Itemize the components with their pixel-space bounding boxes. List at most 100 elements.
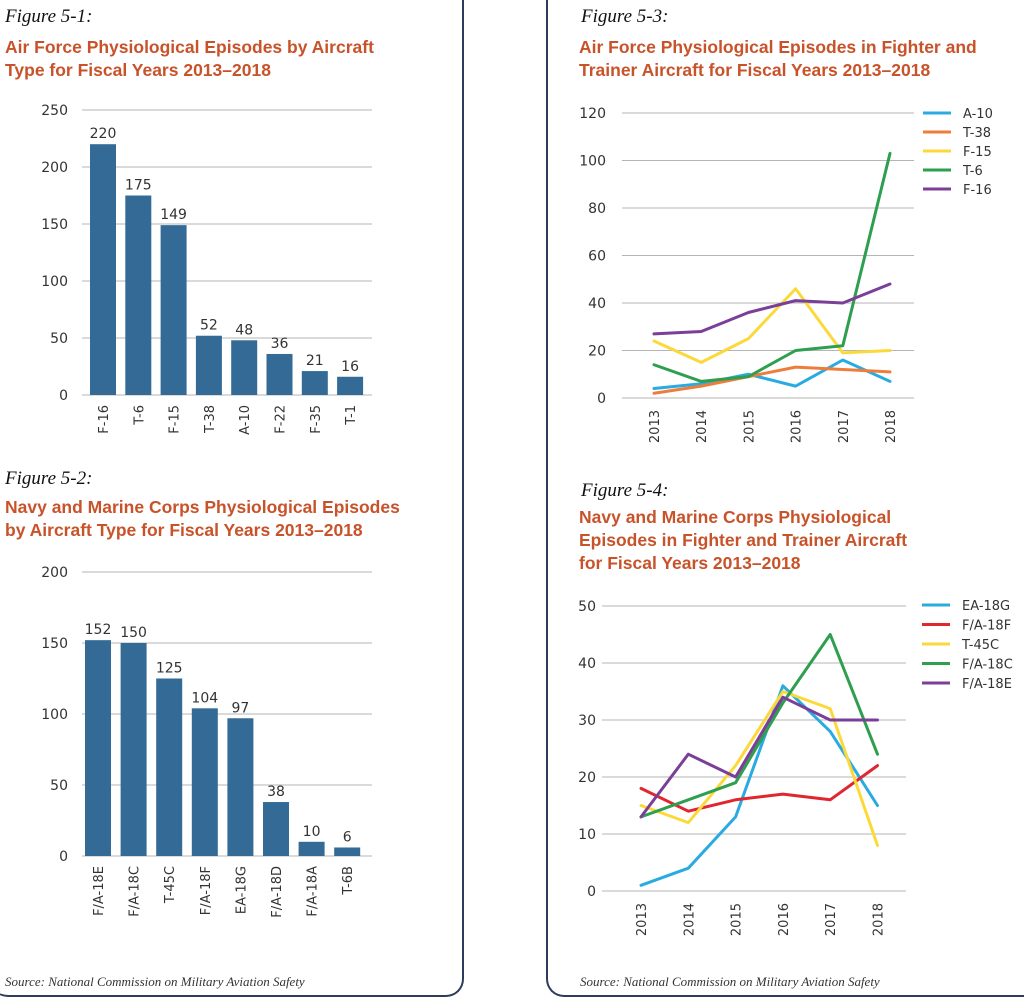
y-tick-label: 20 — [578, 770, 596, 786]
bar — [191, 708, 218, 856]
x-tick-label: T-1 — [344, 405, 359, 426]
x-tick-label: 2014 — [695, 410, 710, 443]
series-line — [652, 287, 892, 364]
figure-title-line2: Type for Fiscal Years 2013–2018 — [5, 60, 271, 80]
y-tick-label: 40 — [588, 296, 606, 312]
x-tick-label: T-6 — [132, 405, 147, 426]
legend-label: F/A-18F — [962, 619, 1011, 634]
bar — [120, 643, 147, 856]
x-tick-label: F/A-18A — [306, 866, 321, 917]
y-tick-label: 100 — [41, 707, 68, 723]
bar — [337, 376, 364, 395]
legend-label: T-6 — [962, 164, 983, 179]
x-tick-label: F/A-18F — [199, 866, 214, 915]
bar — [263, 802, 289, 856]
bar — [266, 353, 293, 395]
y-tick-label: 200 — [41, 160, 68, 176]
figure-5-4: Figure 5-4: Navy and Marine Corps Physio… — [578, 480, 1013, 936]
x-tick-label: T-45C — [163, 866, 178, 904]
left-column-border — [0, 0, 464, 997]
figure-5-1: Figure 5-1: Air Force Physiological Epis… — [0, 0, 460, 450]
bar — [125, 195, 152, 395]
bar-chart-plot: 0 50 100 150 200 250 220 F-16 175 T-6 149 F-15 52 T-3… — [41, 103, 372, 435]
line-chart-plot: 0 10 20 30 40 50 2013 2014 2015 2016 2017 2018 EA-18… — [578, 599, 1013, 936]
source-note-left: Source: National Commission on Military … — [5, 974, 305, 989]
y-tick-label: 50 — [50, 778, 68, 794]
data-label: 104 — [191, 690, 218, 706]
x-tick-label: F/A-18C — [128, 866, 143, 917]
right-column-border — [546, 0, 1024, 997]
data-label: 16 — [341, 359, 359, 375]
bar — [301, 371, 328, 395]
y-tick-label: 100 — [579, 154, 606, 170]
x-tick-label: T-38 — [203, 405, 218, 434]
figure-5-3: Figure 5-3: Air Force Physiological Epis… — [0, 0, 1024, 460]
x-tick-label: F-15 — [168, 405, 183, 434]
x-tick-label: F/A-18E — [92, 866, 107, 916]
figure-title-line3: for Fiscal Years 2013–2018 — [579, 553, 801, 573]
legend-label: F-15 — [963, 145, 992, 160]
x-tick-label: 2013 — [648, 410, 663, 443]
data-label: 10 — [303, 824, 321, 840]
figure-title-line2: Episodes in Fighter and Trainer Aircraft — [579, 530, 908, 550]
y-tick-label: 100 — [41, 274, 68, 290]
bar-chart-plot: 0 50 100 150 200 152 F/A-18E 150 F/A-18C 125 T-45C… — [41, 565, 372, 918]
figure-title-line2: by Aircraft Type for Fiscal Years 2013–2… — [5, 520, 363, 540]
figure-title-line1: Air Force Physiological Episodes by Airc… — [5, 37, 374, 57]
y-tick-label: 250 — [41, 103, 68, 119]
bar — [195, 335, 222, 395]
bar — [231, 340, 258, 395]
x-tick-label: 2018 — [872, 903, 887, 936]
y-tick-label: 60 — [588, 249, 606, 265]
bar — [334, 847, 361, 856]
figure-label: Figure 5-4: — [581, 480, 669, 501]
x-tick-label: 2017 — [837, 410, 852, 443]
legend-label: EA-18G — [962, 599, 1010, 614]
y-tick-label: 150 — [41, 217, 68, 233]
x-tick-label: 2016 — [777, 903, 792, 936]
y-tick-label: 80 — [588, 201, 606, 217]
bar — [156, 678, 183, 856]
series-line — [639, 695, 879, 819]
bar — [227, 718, 254, 856]
data-label: 220 — [90, 126, 117, 142]
legend-label: A-10 — [963, 107, 993, 122]
x-tick-label: 2016 — [790, 410, 805, 443]
legend-label: F-16 — [963, 183, 992, 198]
x-tick-label: 2015 — [742, 410, 757, 443]
legend-label: T-45C — [961, 638, 999, 653]
x-tick-label: EA-18G — [234, 866, 249, 914]
data-label: 97 — [231, 700, 249, 716]
data-label: 6 — [343, 829, 352, 845]
y-tick-label: 20 — [588, 344, 606, 360]
line-chart-plot: 0 20 40 60 80 100 120 2013 2014 2015 2016 2017 2018 A… — [579, 106, 993, 443]
data-label: 125 — [156, 661, 183, 677]
x-tick-label: T-6B — [341, 866, 356, 896]
y-tick-label: 200 — [41, 565, 68, 581]
bar — [160, 225, 187, 395]
y-tick-label: 120 — [579, 106, 606, 122]
legend-label: T-38 — [962, 126, 991, 141]
series-line — [639, 684, 879, 887]
legend-label: F/A-18E — [962, 677, 1012, 692]
figure-title-line1: Navy and Marine Corps Physiological Epis… — [5, 497, 400, 517]
figure-title-line1: Air Force Physiological Episodes in Figh… — [579, 37, 977, 57]
figure-5-2: Figure 5-2: Navy and Marine Corps Physio… — [0, 0, 460, 960]
y-tick-label: 150 — [41, 636, 68, 652]
series-line — [639, 764, 879, 813]
bar — [85, 640, 111, 856]
y-tick-label: 0 — [59, 388, 68, 404]
bar — [90, 144, 116, 395]
y-tick-label: 10 — [578, 827, 596, 843]
y-tick-label: 50 — [50, 331, 68, 347]
series-line — [652, 365, 892, 395]
figure-label: Figure 5-2: — [5, 468, 93, 489]
y-tick-label: 30 — [578, 713, 596, 729]
series-line — [639, 633, 879, 819]
x-tick-label: F-16 — [97, 405, 112, 434]
y-tick-label: 50 — [578, 599, 596, 615]
data-label: 48 — [235, 322, 253, 338]
x-tick-label: 2017 — [824, 903, 839, 936]
x-tick-label: F/A-18D — [270, 866, 285, 918]
x-tick-label: F-35 — [309, 405, 324, 434]
